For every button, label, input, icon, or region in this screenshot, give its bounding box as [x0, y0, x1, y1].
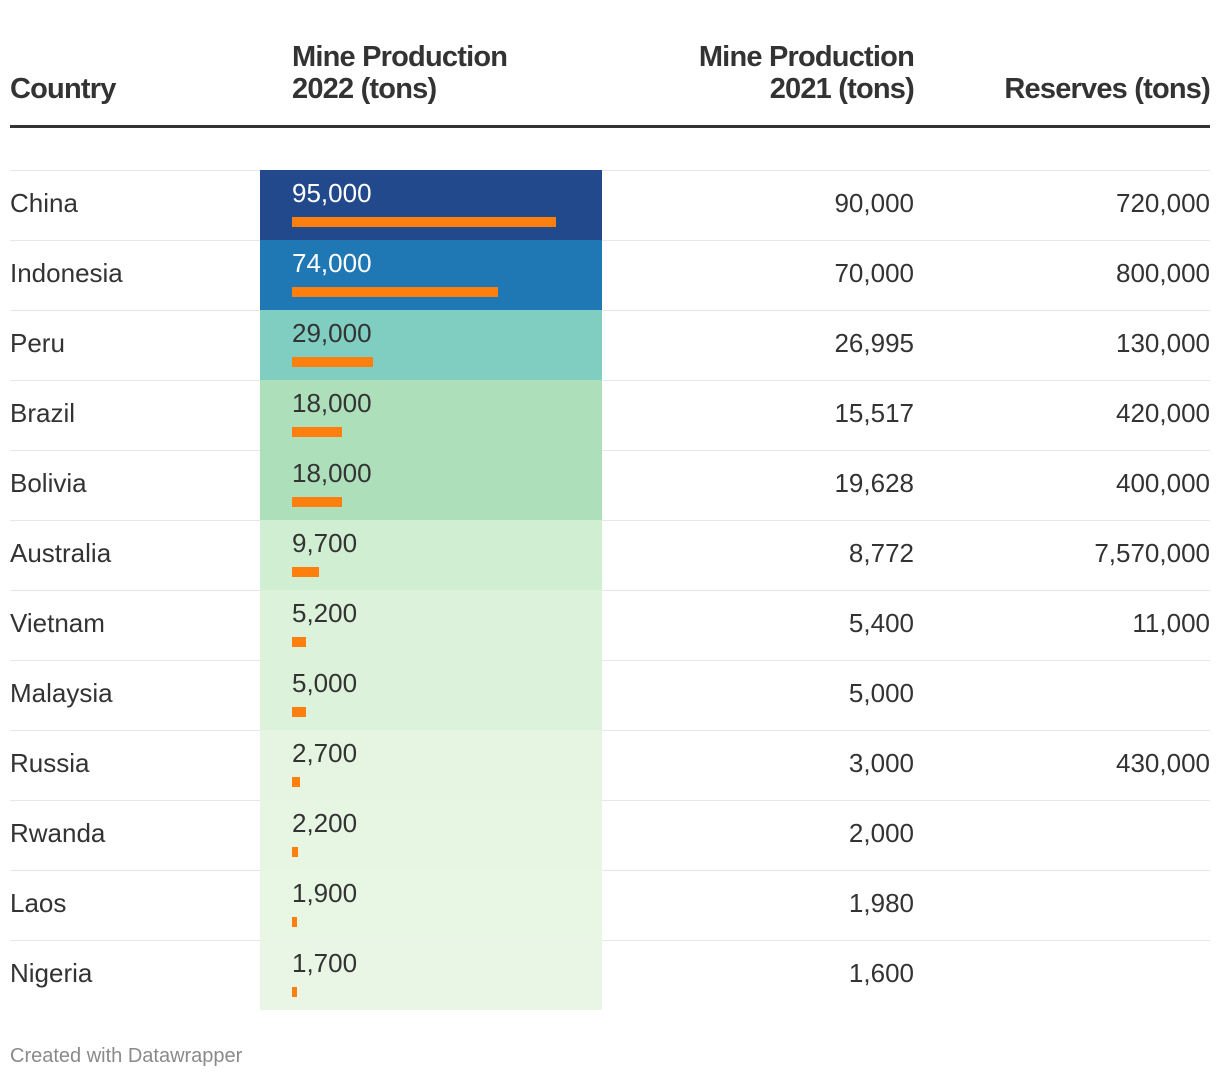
cell-prod21: 2,000	[848, 818, 914, 848]
cell-prod22-value: 9,700	[292, 528, 358, 558]
cell-reserves: 800,000	[1116, 258, 1210, 288]
cell-prod22-value: 95,000	[292, 178, 372, 208]
table-row: China 95,000 90,000 720,000	[10, 170, 1210, 240]
header-prod22-line-2: 2022 (tons)	[292, 73, 437, 105]
header-prod21-line-1: Mine Production	[698, 41, 915, 73]
table-row: Brazil 18,000 15,517 420,000	[10, 380, 1210, 450]
table-row: Vietnam 5,200 5,400 11,000	[10, 590, 1210, 660]
cell-prod21: 1,600	[848, 958, 914, 988]
cell-prod22-value: 1,700	[292, 948, 358, 978]
cell-country: Brazil	[10, 398, 76, 428]
cell-reserves: 7,570,000	[1094, 538, 1210, 568]
header-mine-production-2022[interactable]: Mine Production 2022 (tons)	[292, 41, 612, 105]
cell-prod22-heat: 5,200	[260, 590, 602, 660]
cell-reserves: 420,000	[1116, 398, 1210, 428]
header-mine-production-2021[interactable]: Mine Production 2021 (tons)	[574, 41, 915, 105]
header-prod22-line-1: Mine Production	[292, 41, 508, 73]
cell-country: Rwanda	[10, 818, 106, 848]
cell-prod22-value: 18,000	[292, 458, 372, 488]
cell-prod22-value: 1,900	[292, 878, 358, 908]
cell-prod21: 70,000	[834, 258, 914, 288]
table-row: Russia 2,700 3,000 430,000	[10, 730, 1210, 800]
cell-prod21: 19,628	[834, 468, 914, 498]
table-row: Malaysia 5,000 5,000	[10, 660, 1210, 730]
cell-prod22-heat: 1,900	[260, 870, 602, 940]
table-body: China 95,000 90,000 720,000 Indonesia 74,000 7…	[10, 170, 1210, 1010]
prod22-bar	[292, 217, 556, 227]
header-prod21-line-2: 2021 (tons)	[769, 73, 915, 105]
header-country-line-1: Country	[10, 73, 116, 105]
table-row: Peru 29,000 26,995 130,000	[10, 310, 1210, 380]
cell-prod22-heat: 1,700	[260, 940, 602, 1010]
cell-prod21: 5,400	[848, 608, 914, 638]
cell-reserves: 400,000	[1116, 468, 1210, 498]
cell-prod22-value: 5,200	[292, 598, 358, 628]
cell-prod21: 90,000	[834, 188, 914, 218]
cell-prod21: 26,995	[834, 328, 914, 358]
cell-prod22-heat: 2,200	[260, 800, 602, 870]
cell-country: Bolivia	[10, 468, 87, 498]
table-row: Laos 1,900 1,980	[10, 870, 1210, 940]
cell-prod22-heat: 5,000	[260, 660, 602, 730]
cell-prod22-heat: 18,000	[260, 450, 602, 520]
cell-prod22-value: 2,200	[292, 808, 358, 838]
prod22-bar	[292, 987, 297, 997]
cell-prod22-heat: 95,000	[260, 170, 602, 240]
cell-prod21: 5,000	[848, 678, 914, 708]
prod22-bar	[292, 287, 498, 297]
table-row: Rwanda 2,200 2,000	[10, 800, 1210, 870]
cell-prod22-value: 29,000	[292, 318, 372, 348]
table-row: Nigeria 1,700 1,600	[10, 940, 1210, 1010]
footer-credit[interactable]: Created with Datawrapper	[10, 1045, 243, 1067]
cell-country: Vietnam	[10, 608, 105, 638]
cell-country: Nigeria	[10, 958, 93, 988]
cell-prod21: 3,000	[848, 748, 914, 778]
prod22-bar	[292, 847, 298, 857]
cell-country: China	[10, 188, 78, 218]
header-reserves-line-1: Reserves (tons)	[1004, 73, 1210, 105]
prod22-bar	[292, 917, 297, 927]
table-header: Country Mine Production 2022 (tons) Mine…	[10, 0, 1211, 128]
cell-country: Malaysia	[10, 678, 113, 708]
prod22-bar	[292, 497, 342, 507]
cell-country: Russia	[10, 748, 90, 778]
cell-prod22-heat: 2,700	[260, 730, 602, 800]
table-row: Bolivia 18,000 19,628 400,000	[10, 450, 1210, 520]
cell-country: Laos	[10, 888, 67, 918]
cell-country: Indonesia	[10, 258, 123, 288]
header-reserves[interactable]: Reserves (tons)	[1004, 73, 1210, 105]
cell-prod21: 1,980	[848, 888, 914, 918]
table-row: Indonesia 74,000 70,000 800,000	[10, 240, 1210, 310]
cell-prod21: 15,517	[834, 398, 914, 428]
prod22-bar	[292, 777, 300, 787]
header-country[interactable]: Country	[10, 73, 116, 105]
cell-prod22-heat: 74,000	[260, 240, 602, 310]
cell-country: Australia	[10, 538, 112, 568]
cell-prod22-heat: 18,000	[260, 380, 602, 450]
cell-prod22-value: 5,000	[292, 668, 358, 698]
cell-prod22-value: 2,700	[292, 738, 358, 768]
cell-reserves: 11,000	[1132, 608, 1210, 638]
cell-prod21: 8,772	[848, 538, 914, 568]
cell-country: Peru	[10, 328, 65, 358]
cell-prod22-heat: 9,700	[260, 520, 602, 590]
table-row: Australia 9,700 8,772 7,570,000	[10, 520, 1210, 590]
prod22-bar	[292, 707, 306, 717]
cell-prod22-value: 74,000	[292, 248, 372, 278]
prod22-bar	[292, 637, 306, 647]
cell-reserves: 130,000	[1116, 328, 1210, 358]
prod22-bar	[292, 357, 373, 367]
cell-reserves: 430,000	[1116, 748, 1210, 778]
prod22-bar	[292, 567, 319, 577]
cell-prod22-heat: 29,000	[260, 310, 602, 380]
cell-prod22-value: 18,000	[292, 388, 372, 418]
prod22-bar	[292, 427, 342, 437]
cell-reserves: 720,000	[1116, 188, 1210, 218]
